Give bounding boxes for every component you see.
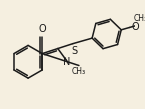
Text: CH₃: CH₃ — [72, 67, 86, 76]
Text: O: O — [38, 24, 46, 34]
Text: S: S — [71, 46, 78, 56]
Text: CH₃: CH₃ — [133, 14, 145, 23]
Text: O: O — [132, 22, 139, 32]
Text: N: N — [63, 57, 70, 67]
